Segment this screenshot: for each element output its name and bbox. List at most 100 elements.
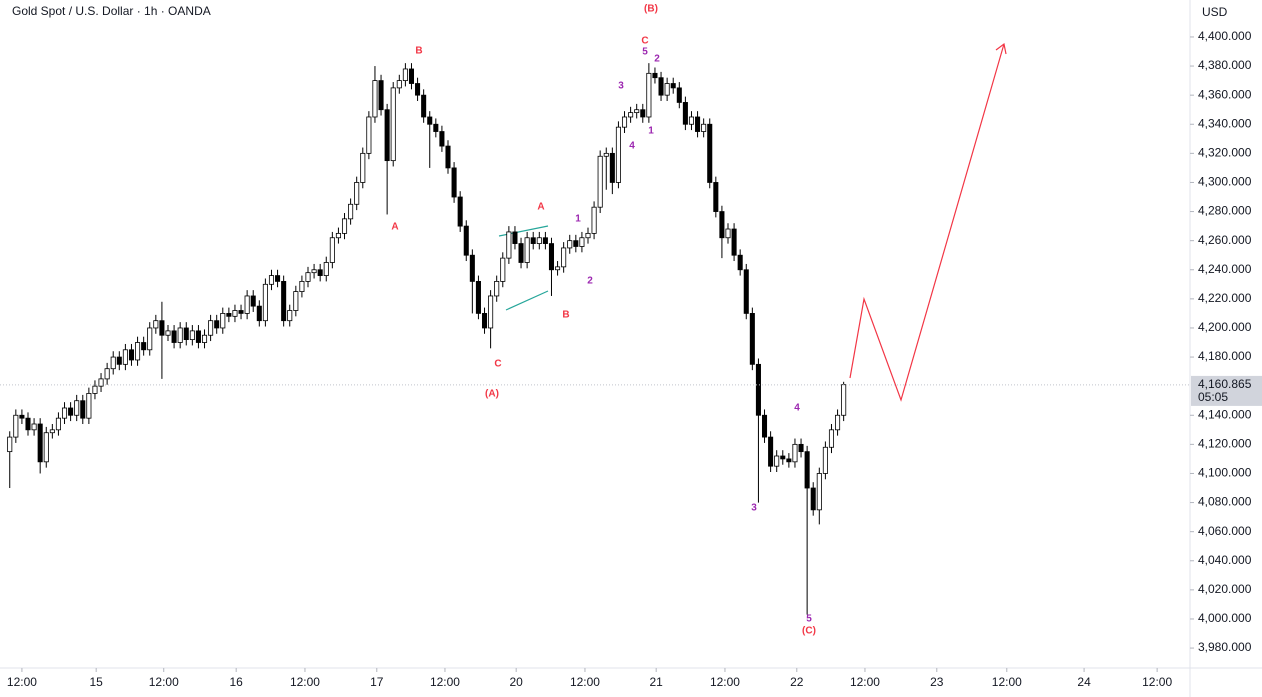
candle-body — [329, 237, 335, 263]
candle-body — [658, 77, 664, 96]
candle-body — [232, 310, 238, 317]
candle-body — [293, 291, 299, 311]
wave-label: 1 — [575, 214, 581, 225]
y-tick-label: 4,100.000 — [1198, 466, 1252, 480]
x-tick-label: 12:00 — [1142, 675, 1172, 689]
candle-body — [518, 243, 524, 263]
candle-body — [628, 112, 634, 118]
wave-label: 4 — [629, 141, 635, 152]
plot-area — [7, 63, 847, 615]
candle-body — [92, 385, 98, 394]
candle-body — [725, 228, 731, 239]
candle-body — [104, 368, 110, 380]
candle-body — [335, 232, 341, 239]
candle-body — [640, 109, 646, 118]
candle-body — [396, 80, 402, 89]
candle-body — [68, 407, 74, 416]
y-tick-label: 4,300.000 — [1198, 175, 1252, 189]
candle-body — [214, 320, 220, 329]
candle-body — [25, 417, 31, 431]
candle-body — [670, 83, 676, 89]
candle-body — [573, 240, 579, 247]
candle-body — [743, 269, 749, 314]
candle-body — [177, 327, 183, 343]
x-tick-label: 12:00 — [290, 675, 320, 689]
wave-label: 2 — [654, 54, 660, 65]
candle-body — [615, 126, 621, 183]
candle-body — [19, 414, 25, 419]
candle-body — [835, 414, 841, 431]
candle-body — [268, 275, 275, 285]
candle-body — [804, 451, 810, 489]
candle-body — [469, 254, 475, 282]
candle-body — [621, 116, 628, 128]
candle-body — [305, 272, 311, 282]
y-tick-label: 4,180.000 — [1198, 349, 1252, 363]
candle-body — [597, 155, 603, 208]
wave-label: B — [415, 46, 422, 57]
candle-body — [561, 247, 567, 268]
candle-body — [780, 455, 786, 460]
chart-title: Gold Spot / U.S. Dollar · 1h · OANDA — [12, 4, 211, 18]
candle-body — [317, 269, 323, 276]
candle-body — [80, 400, 86, 419]
wave-label: (A) — [485, 389, 499, 400]
x-tick-label: 12:00 — [570, 675, 600, 689]
candle-body — [135, 342, 141, 361]
candle-body — [415, 83, 421, 96]
candle-body — [524, 237, 530, 263]
x-tick-label: 22 — [790, 675, 804, 689]
candle-body — [250, 295, 256, 307]
x-tick-label: 12:00 — [710, 675, 740, 689]
candle-body — [713, 182, 719, 212]
candle-body — [49, 429, 55, 434]
candle-body — [220, 313, 226, 329]
wave-label: A — [391, 222, 398, 233]
wave-label: A — [537, 202, 544, 213]
candle-body — [488, 295, 494, 329]
candle-body — [841, 384, 847, 416]
candle-body — [786, 458, 792, 463]
candle-body — [408, 68, 415, 84]
candle-body — [451, 167, 457, 198]
x-tick-label: 24 — [1077, 675, 1091, 689]
y-tick-label: 4,280.000 — [1198, 204, 1252, 218]
candle-body — [755, 363, 761, 416]
candle-body — [299, 281, 305, 292]
candle-body — [761, 414, 768, 438]
candle-body — [494, 281, 500, 297]
candle-body — [37, 423, 43, 463]
candle-body — [530, 237, 536, 244]
candle-body — [98, 378, 104, 387]
x-tick-label: 21 — [649, 675, 663, 689]
x-tick-label: 12:00 — [850, 675, 880, 689]
candle-body — [439, 131, 445, 147]
candle-body — [378, 80, 384, 111]
y-tick-label: 4,120.000 — [1198, 437, 1252, 451]
wave-label: 5 — [642, 47, 648, 58]
candle-body — [609, 152, 615, 183]
candle-body — [256, 305, 262, 322]
wave-label: 3 — [618, 81, 624, 92]
y-tick-label: 4,400.000 — [1198, 29, 1252, 43]
x-tick-label: 12:00 — [430, 675, 460, 689]
candle-body — [402, 68, 408, 82]
candle-body — [122, 349, 128, 365]
candle-body — [384, 109, 390, 162]
candle-body — [652, 72, 658, 79]
candle-body — [707, 123, 713, 183]
candle-body — [159, 320, 165, 336]
candle-body — [74, 400, 80, 416]
candle-body — [238, 310, 244, 314]
candle-body — [810, 487, 816, 511]
candle-body — [585, 232, 591, 239]
wave-label: (C) — [802, 626, 816, 637]
candle-body — [512, 231, 518, 244]
y-tick-label: 4,260.000 — [1198, 233, 1252, 247]
candle-body — [664, 83, 670, 96]
candle-body — [201, 334, 208, 343]
candle-body — [774, 455, 780, 467]
candle-body — [323, 262, 329, 276]
y-tick-label: 4,040.000 — [1198, 553, 1252, 567]
